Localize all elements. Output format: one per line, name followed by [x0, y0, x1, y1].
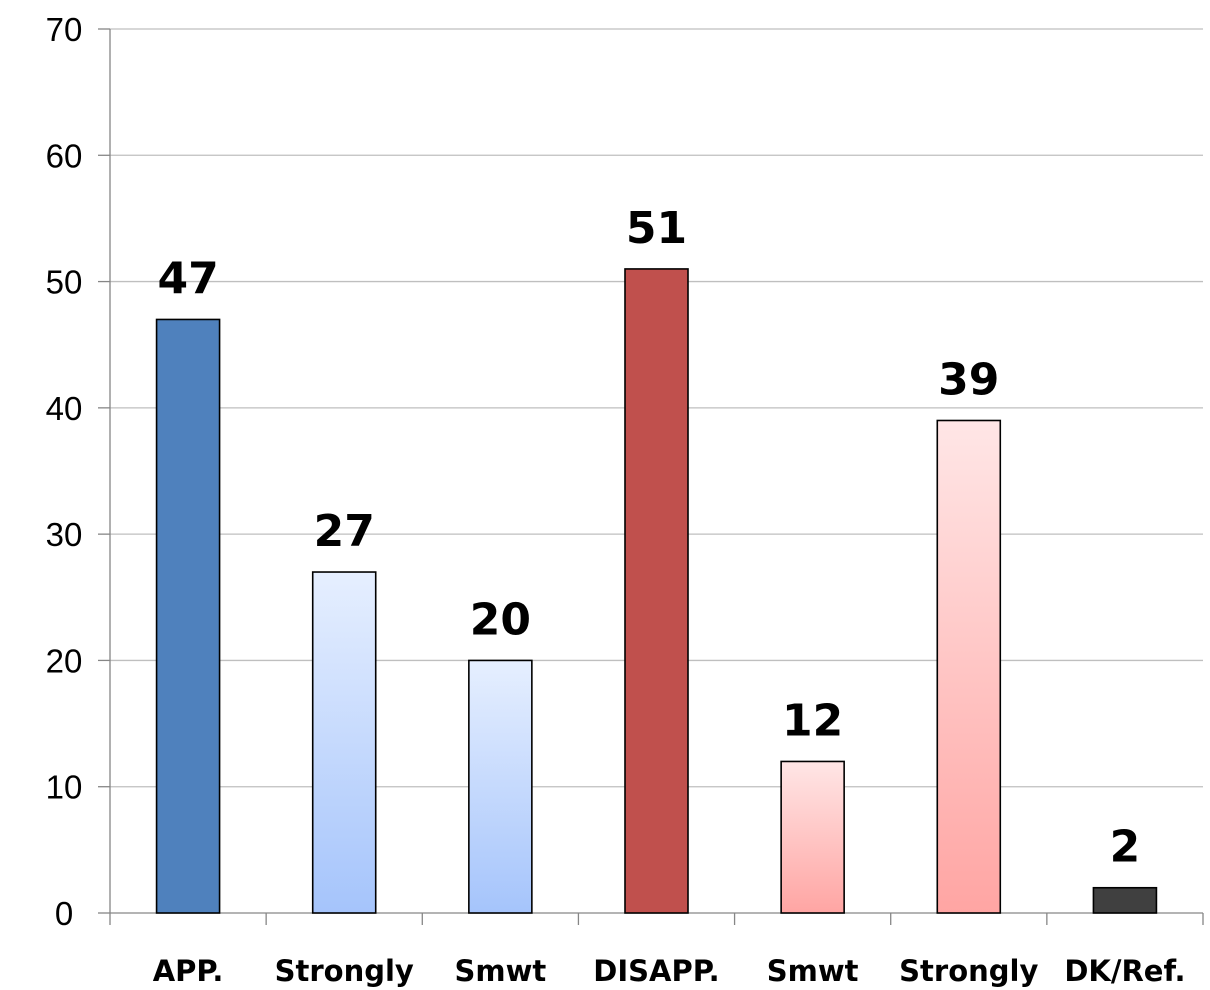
y-tick-label: 30: [46, 516, 83, 553]
x-tick-label: Strongly: [275, 954, 414, 988]
y-tick-label: 40: [46, 390, 83, 427]
bar: [155, 318, 221, 914]
bar: [468, 659, 533, 914]
bar: [1092, 886, 1158, 914]
x-tick-label: DISAPP.: [593, 954, 719, 988]
bar: [624, 268, 689, 914]
bar: [311, 571, 377, 914]
data-label: 20: [470, 594, 531, 645]
data-label: 47: [157, 253, 218, 304]
bars: [155, 268, 1158, 914]
y-tick-label: 0: [55, 895, 73, 932]
y-tick-label: 70: [46, 11, 83, 48]
x-tick-label: DK/Ref.: [1064, 954, 1185, 988]
data-label: 39: [938, 354, 999, 405]
bar: [780, 760, 845, 914]
y-tick-label: 60: [46, 137, 83, 174]
y-tick-label: 20: [46, 642, 83, 679]
data-label: 2: [1110, 822, 1141, 873]
data-label: 12: [782, 695, 843, 746]
data-label: 51: [626, 203, 687, 254]
x-tick-label: APP.: [153, 954, 224, 988]
x-tick-label: Smwt: [767, 954, 859, 988]
bar: [936, 419, 1002, 914]
data-label: 27: [314, 506, 375, 557]
x-tick-label: Strongly: [899, 954, 1038, 988]
labels: 0 10 20 30 40 50 60 70 47 APP. 27 Strongly 20 Smwt 51 D…: [46, 11, 1186, 988]
y-tick-label: 50: [46, 264, 83, 301]
y-tick-label: 10: [46, 769, 83, 806]
x-tick-label: Smwt: [454, 954, 546, 988]
